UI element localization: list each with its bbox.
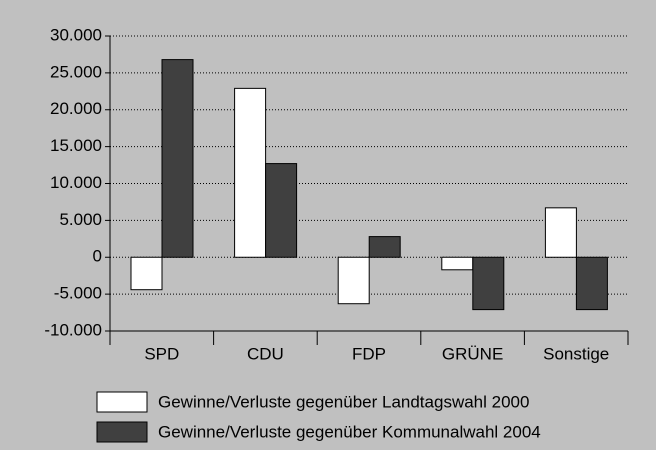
x-tick-label: FDP	[352, 344, 386, 363]
x-tick-label: GRÜNE	[442, 344, 503, 363]
bar	[544, 207, 577, 258]
y-tick-label: -5.000	[54, 284, 102, 303]
x-tick-label: SPD	[144, 344, 179, 363]
x-tick-label: CDU	[247, 344, 284, 363]
y-tick-label: 0	[93, 247, 102, 266]
legend-label: Gewinne/Verluste gegenüber Kommunalwahl …	[158, 422, 541, 441]
legend-swatch	[96, 391, 148, 413]
y-tick-label: 15.000	[50, 136, 102, 155]
y-tick-label: 25.000	[50, 62, 102, 81]
bar	[337, 256, 370, 305]
legend-swatch	[96, 421, 148, 443]
bar	[265, 163, 298, 258]
y-tick-label: -10.000	[44, 320, 102, 339]
bar	[368, 236, 401, 258]
bar	[441, 256, 474, 271]
bar	[234, 87, 267, 258]
legend-label: Gewinne/Verluste gegenüber Landtagswahl …	[158, 392, 529, 411]
x-tick-label: Sonstige	[543, 344, 609, 363]
y-tick-label: 5.000	[59, 210, 102, 229]
bar	[575, 256, 608, 311]
bar	[472, 256, 505, 311]
y-tick-label: 20.000	[50, 99, 102, 118]
bar	[130, 256, 163, 291]
y-tick-label: 10.000	[50, 173, 102, 192]
y-tick-label: 30.000	[50, 25, 102, 44]
bar	[161, 59, 194, 258]
